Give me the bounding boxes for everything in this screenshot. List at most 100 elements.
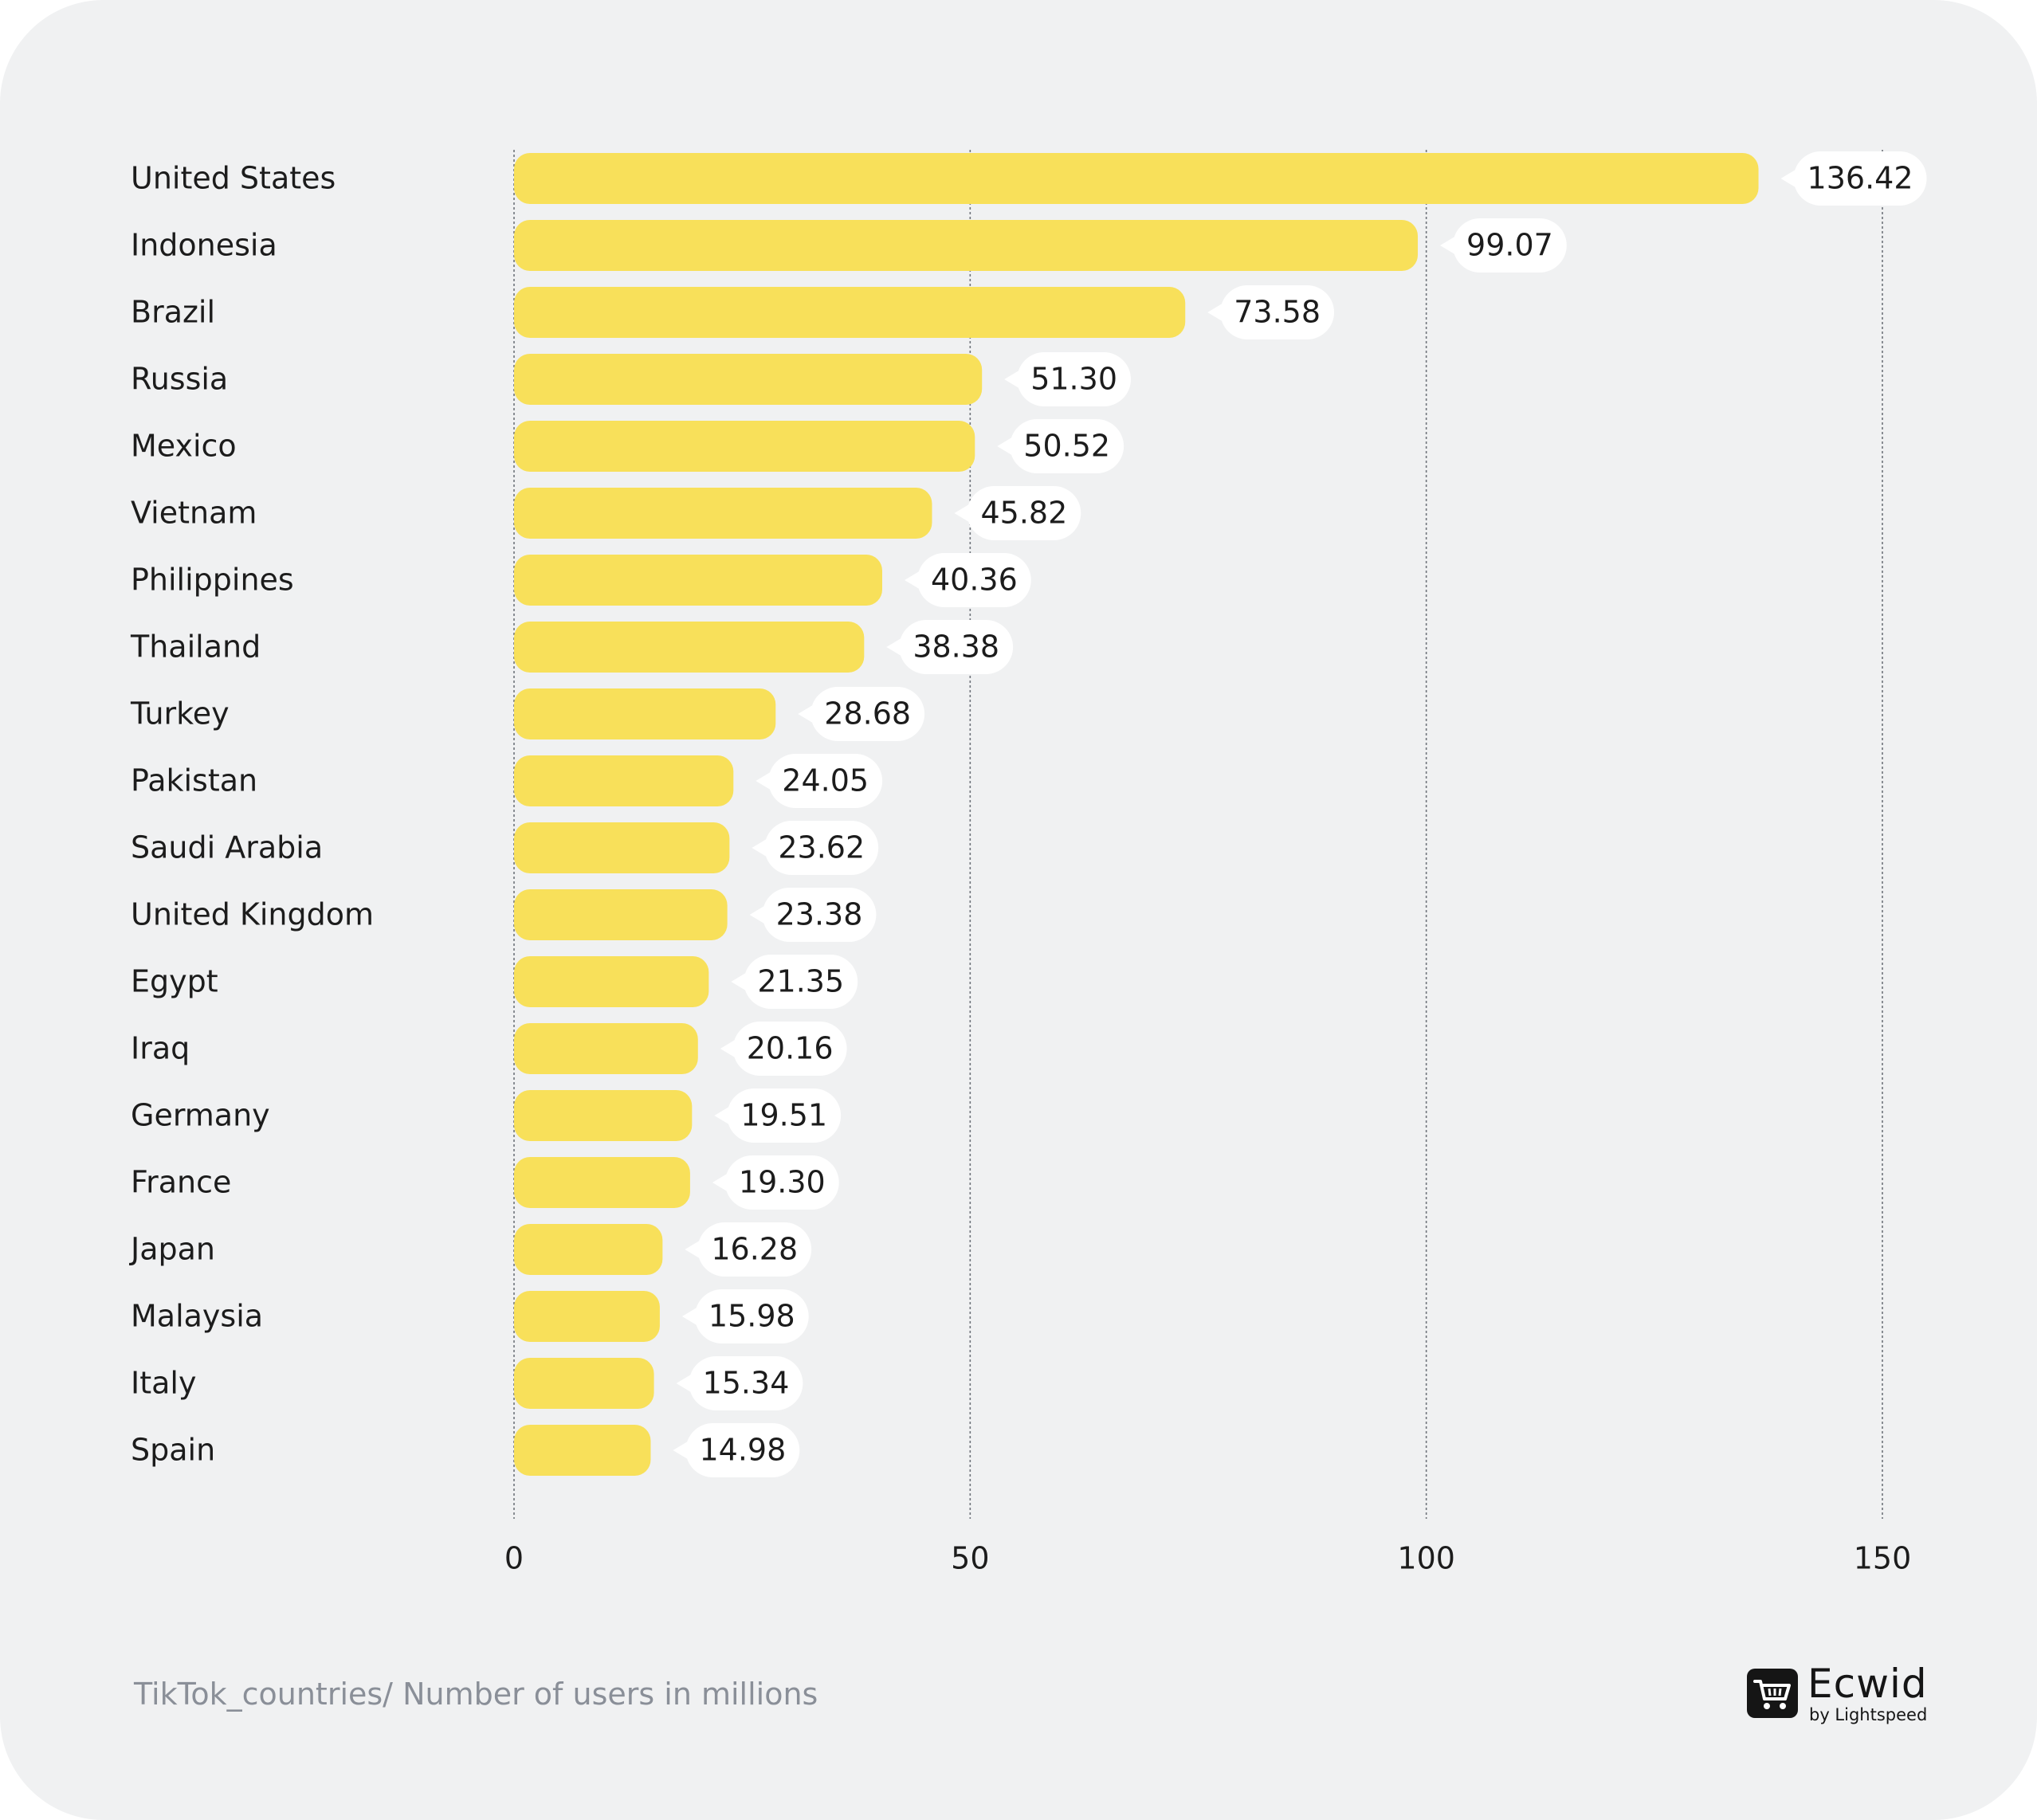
bubble-pointer	[731, 972, 748, 991]
value-label: 14.98	[699, 1433, 786, 1468]
bubble-body	[810, 687, 925, 741]
bubble-pointer	[720, 1039, 736, 1058]
bubble-pointer	[798, 704, 814, 724]
bar	[514, 889, 728, 940]
value-bubble: 51.30	[1004, 352, 1132, 406]
bubble-body	[689, 1356, 803, 1410]
value-bubble: 19.30	[712, 1155, 839, 1210]
bubble-body	[967, 486, 1081, 540]
bubble-pointer	[714, 1106, 731, 1125]
country-label: Turkey	[130, 696, 230, 732]
bubble-pointer	[681, 1307, 698, 1326]
value-bubble: 16.28	[685, 1222, 812, 1277]
x-tick-label: 0	[504, 1541, 524, 1576]
value-bubble: 21.35	[731, 955, 858, 1009]
logo-subtitle: by Lightspeed	[1809, 1705, 1928, 1724]
value-bubble: 23.62	[752, 821, 879, 875]
country-label: Mexico	[131, 429, 237, 464]
value-label: 21.35	[757, 964, 844, 999]
bar	[514, 688, 776, 739]
bubble-pointer	[756, 771, 772, 790]
value-label: 50.52	[1023, 429, 1110, 464]
value-label: 51.30	[1030, 362, 1117, 397]
bubble-body	[764, 821, 879, 875]
value-bubble: 14.98	[673, 1423, 800, 1477]
country-label: Russia	[131, 362, 228, 397]
value-label: 136.42	[1807, 161, 1913, 196]
bubble-body	[899, 620, 1014, 674]
value-bubble: 38.38	[886, 620, 1014, 674]
bar	[514, 755, 734, 806]
bubble-pointer	[685, 1240, 701, 1259]
value-label: 24.05	[782, 763, 869, 798]
value-bubble: 24.05	[756, 754, 883, 808]
bubble-body	[727, 1088, 842, 1143]
value-bubble: 99.07	[1440, 218, 1567, 273]
country-label: Vietnam	[131, 496, 257, 531]
bubble-body	[768, 754, 883, 808]
country-label: Iraq	[131, 1031, 190, 1066]
bubble-pointer	[1004, 370, 1021, 389]
bar	[514, 1157, 690, 1208]
value-label: 23.62	[778, 830, 865, 865]
bar	[514, 822, 730, 873]
bubble-pointer	[904, 571, 920, 590]
bar	[514, 220, 1419, 271]
value-label: 15.34	[703, 1366, 790, 1401]
country-label: Brazil	[131, 295, 215, 330]
bubble-pointer	[673, 1441, 689, 1460]
value-bubble: 28.68	[798, 687, 925, 741]
bar	[514, 1425, 651, 1476]
country-label: Pakistan	[131, 763, 257, 798]
grid-lines	[513, 150, 1883, 1519]
value-label: 40.36	[931, 563, 1018, 598]
x-tick-label: 50	[951, 1541, 989, 1576]
bubble-body	[1010, 419, 1124, 473]
bar	[514, 555, 882, 606]
value-label: 99.07	[1466, 228, 1553, 263]
shopping-cart-icon	[1747, 1669, 1798, 1718]
country-label: Thailand	[130, 630, 261, 665]
value-label: 73.58	[1234, 295, 1321, 330]
bubble-body	[744, 955, 858, 1009]
country-label: Japan	[129, 1232, 215, 1267]
country-label: Spain	[131, 1433, 215, 1468]
bubble-pointer	[954, 504, 971, 523]
bubble-pointer	[752, 838, 768, 857]
bar	[514, 287, 1186, 338]
bar	[514, 421, 975, 472]
chart-caption: TikTok_countries/ Number of users in mil…	[134, 1677, 818, 1712]
country-label: Indonesia	[131, 228, 277, 263]
value-bubble: 136.42	[1780, 151, 1927, 206]
bubble-body	[724, 1155, 839, 1210]
value-bubble: 50.52	[997, 419, 1124, 473]
bar	[514, 1358, 654, 1409]
country-label: Italy	[131, 1366, 196, 1401]
value-bubble: 19.51	[714, 1088, 842, 1143]
country-label: France	[131, 1165, 231, 1200]
value-bubble: 15.34	[676, 1356, 803, 1410]
bar	[514, 1090, 693, 1141]
bubble-body	[685, 1423, 800, 1477]
bar	[514, 1023, 698, 1074]
bubble-body	[1017, 352, 1132, 406]
country-label: Saudi Arabia	[131, 830, 323, 865]
country-label: Philippines	[131, 563, 294, 598]
bars	[514, 153, 1759, 1476]
country-label: Malaysia	[131, 1299, 263, 1334]
country-label: Germany	[131, 1098, 270, 1133]
value-label: 16.28	[711, 1232, 798, 1267]
logo-name: Ecwid	[1807, 1661, 1928, 1707]
bubble-body	[697, 1222, 812, 1277]
value-label: 19.51	[740, 1098, 827, 1133]
value-label: 23.38	[776, 897, 863, 932]
value-bubble: 40.36	[904, 553, 1031, 607]
bar	[514, 354, 983, 405]
ecwid-logo: Ecwid by Lightspeed	[1747, 1661, 1930, 1724]
bubble-pointer	[676, 1374, 693, 1393]
bubble-pointer	[749, 905, 766, 924]
bubble-body	[1220, 285, 1335, 339]
bar	[514, 1291, 660, 1342]
